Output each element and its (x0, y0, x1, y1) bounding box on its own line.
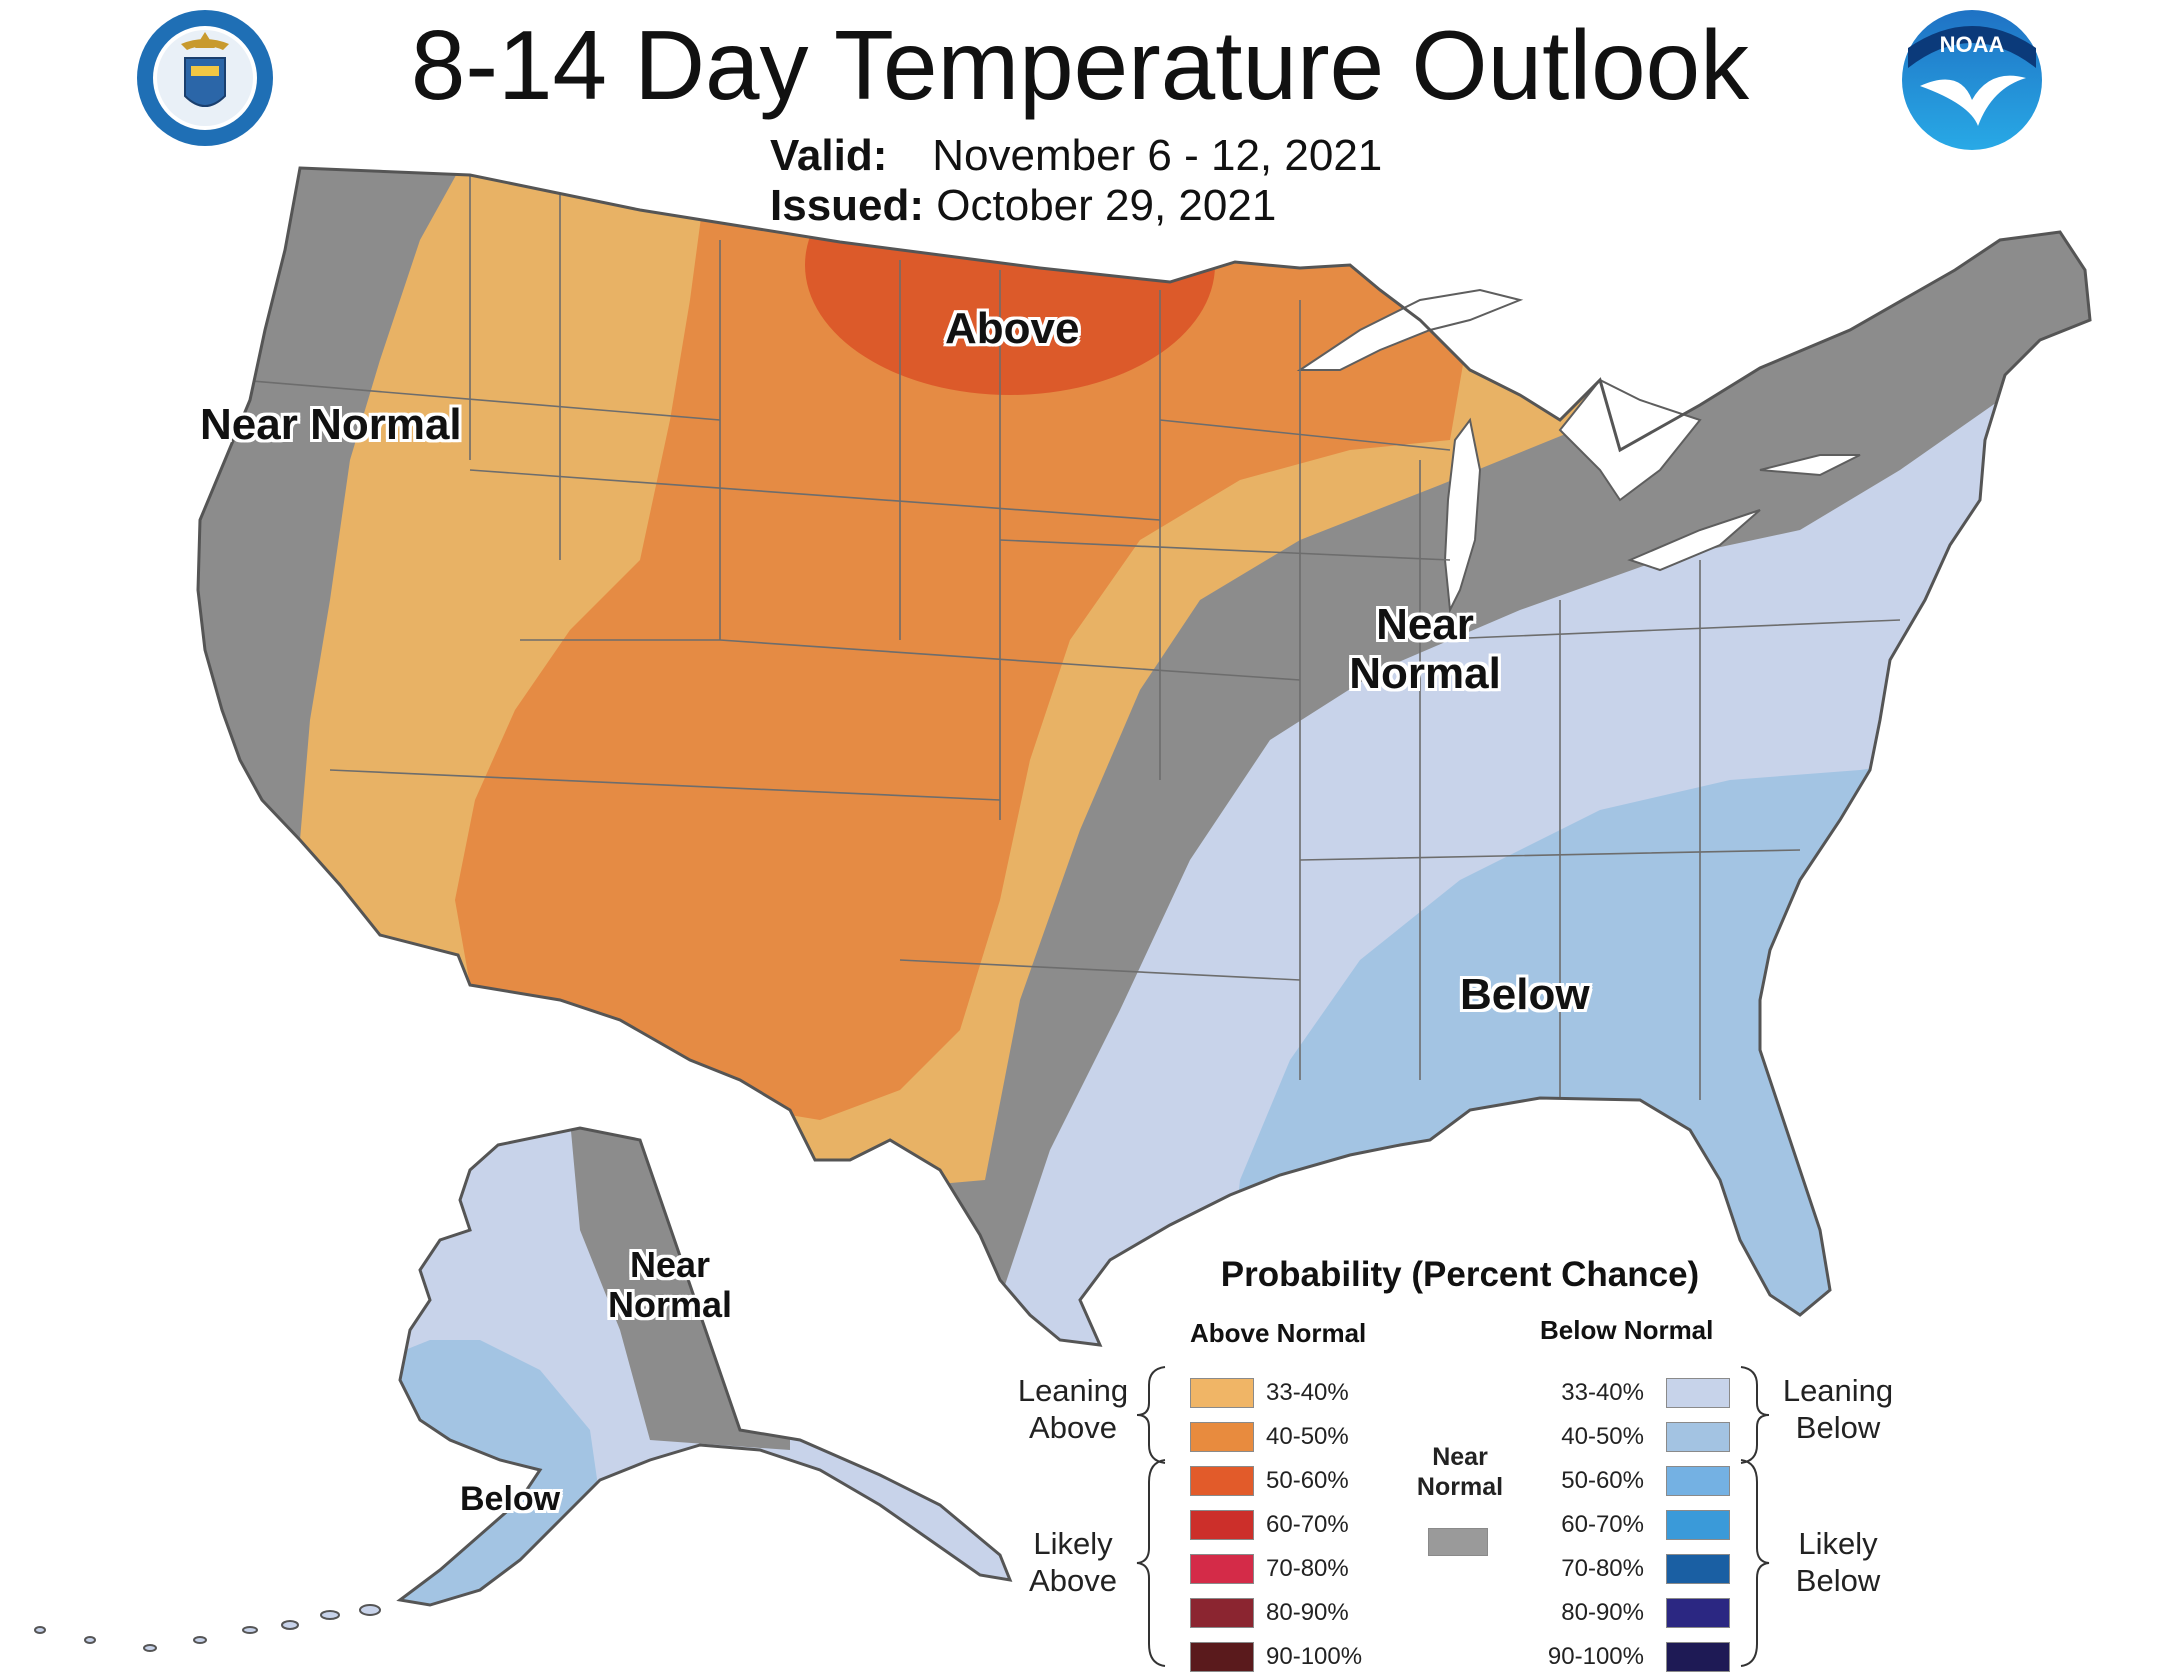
near-normal-central-label: Near Normal (1349, 600, 1501, 699)
likely-above-brace (1136, 1459, 1166, 1667)
aleutian-islands (34, 1604, 381, 1652)
leaning-below-brace (1740, 1366, 1770, 1464)
below-swatch-3 (1666, 1466, 1730, 1496)
below-swatch-1 (1666, 1378, 1730, 1408)
near-normal-west-label: Near Normal (200, 400, 462, 449)
below-range-label-4: 60-70% (1561, 1511, 1644, 1538)
above-range-label-5: 70-80% (1266, 1555, 1349, 1582)
below-swatch-2 (1666, 1422, 1730, 1452)
lake-michigan (1443, 417, 1482, 614)
noaa-logo-text: NOAA (1940, 32, 2005, 57)
above-range-label-2: 40-50% (1266, 1423, 1349, 1450)
above-range-label-1: 33-40% (1266, 1379, 1349, 1406)
alaska-near-normal-label: Near Normal (607, 1244, 733, 1326)
above-swatch-4 (1190, 1510, 1254, 1540)
alaska-fill (400, 1128, 1010, 1605)
noaa-logo: NOAA (1902, 10, 2042, 150)
below-swatch-7 (1666, 1642, 1730, 1672)
above-swatch-3 (1190, 1466, 1254, 1496)
below-range-label-7: 90-100% (1547, 1643, 1644, 1670)
legend-title: Probability (Percent Chance) (1220, 1255, 1700, 1294)
above-swatch-5 (1190, 1554, 1254, 1584)
above-label: Above (945, 304, 1080, 353)
commerce-seal-logo (137, 10, 273, 146)
above-40-50-region (455, 168, 1500, 1120)
issued-value: October 29, 2021 (936, 181, 1277, 230)
below-swatch-6 (1666, 1598, 1730, 1628)
below-swatch-5 (1666, 1554, 1730, 1584)
below-range-label-2: 40-50% (1561, 1423, 1644, 1450)
above-swatch-1 (1190, 1378, 1254, 1408)
below-normal-header: Below Normal (1540, 1315, 1714, 1345)
near-normal-legend-label: Near Normal (1416, 1443, 1504, 1501)
leaning-above-brace (1136, 1366, 1166, 1464)
above-range-label-6: 80-90% (1266, 1599, 1349, 1626)
likely-above-label: Likely Above (1029, 1526, 1117, 1598)
below-label: Below (1460, 970, 1590, 1019)
above-swatch-2 (1190, 1422, 1254, 1452)
lake-superior (1296, 288, 1524, 371)
leaning-above-label: Leaning Above (1017, 1373, 1129, 1445)
above-range-label-7: 90-100% (1266, 1643, 1363, 1670)
alaska-below-label: Below (460, 1480, 561, 1518)
leaning-below-label: Leaning Below (1782, 1373, 1894, 1445)
state-boundaries (239, 170, 1901, 1140)
valid-row: Valid: November 6 - 12, 2021 (770, 130, 1382, 182)
lake-erie (1627, 509, 1761, 572)
lake-huron (1558, 378, 1702, 502)
likely-below-label: Likely Below (1795, 1526, 1881, 1598)
above-swatch-6 (1190, 1598, 1254, 1628)
below-range-label-5: 70-80% (1561, 1555, 1644, 1582)
above-range-label-4: 60-70% (1266, 1511, 1349, 1538)
likely-below-brace (1740, 1459, 1770, 1667)
below-range-label-6: 80-90% (1561, 1599, 1644, 1626)
below-range-label-3: 50-60% (1561, 1467, 1644, 1494)
valid-value: November 6 - 12, 2021 (932, 131, 1383, 180)
valid-label: Valid: (770, 131, 888, 180)
below-range-label-1: 33-40% (1561, 1379, 1644, 1406)
issued-row: Issued: October 29, 2021 (770, 180, 1276, 232)
near-normal-swatch (1428, 1528, 1488, 1556)
above-normal-header: Above Normal (1190, 1318, 1367, 1348)
above-range-label-3: 50-60% (1266, 1467, 1349, 1494)
below-swatch-4 (1666, 1510, 1730, 1540)
lake-ontario (1759, 454, 1861, 477)
page-title: 8-14 Day Temperature Outlook (410, 10, 1750, 120)
great-lakes (1296, 288, 1861, 614)
issued-label: Issued: (770, 181, 925, 230)
conus-fill (198, 168, 2090, 1345)
